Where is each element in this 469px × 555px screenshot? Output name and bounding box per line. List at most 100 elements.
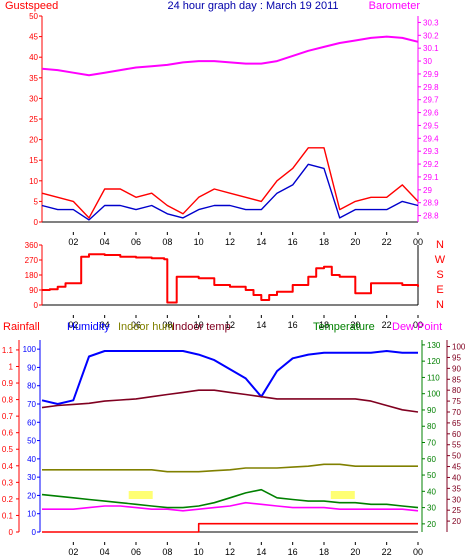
compass-label: S (436, 269, 443, 281)
humidity-tick-label: 10 (27, 510, 36, 519)
baro-axis-tick-label: 29.2 (423, 160, 439, 169)
indoor-temp-axis-tick-label: 95 (452, 353, 461, 362)
daylight-marker (330, 491, 355, 499)
graph-title: 24 hour graph day : March 19 2011 (167, 0, 338, 12)
baro-axis-tick-label: 29.4 (423, 134, 439, 143)
indoor-temp-axis-tick-label: 85 (452, 375, 461, 384)
x-tick-label: 00 (413, 237, 423, 247)
x-tick-label: 20 (350, 237, 360, 247)
gust-series (41, 147, 419, 219)
baro-axis-tick-label: 29.5 (423, 121, 439, 130)
x-tick-label: 02 (68, 547, 78, 555)
x-tick-label: 12 (225, 320, 235, 330)
indoor-temp-axis-tick-label: 65 (452, 419, 461, 428)
chart2-series (42, 253, 419, 304)
dewpoint-label: Dew Point (392, 321, 442, 333)
baro-axis-tick-label: 28.8 (423, 212, 439, 221)
temp-axis-tick-label: 20 (427, 520, 436, 529)
x-tick-label: 02 (68, 320, 78, 330)
rain-tick-label: 0 (9, 528, 14, 537)
humidity-tick-label: 40 (27, 455, 36, 464)
x-tick-label: 06 (131, 547, 141, 555)
temp-axis-tick-label: 100 (427, 390, 441, 399)
rain-series (42, 522, 418, 533)
x-tick-label: 08 (162, 237, 172, 247)
baro-axis-tick-label: 30.2 (423, 31, 439, 40)
wind-series (41, 163, 419, 221)
x-tick-label: 00 (413, 320, 423, 330)
x-tick-label: 04 (100, 320, 110, 330)
humidity-tick-label: 50 (27, 437, 36, 446)
dir-axis-tick-label: 180 (25, 271, 39, 280)
rain-tick-label: 0.6 (2, 429, 14, 438)
daylight-marker (128, 491, 153, 499)
indoor-temp-axis-tick-label: 50 (452, 452, 461, 461)
x-tick-label: 08 (162, 547, 172, 555)
x-tick-label: 18 (319, 547, 329, 555)
x-tick-label: 08 (162, 320, 172, 330)
x-tick-label: 22 (382, 547, 392, 555)
compass-label: N (436, 239, 444, 251)
temp-axis-tick-label: 130 (427, 341, 441, 350)
dir-axis-tick-label: 270 (25, 256, 39, 265)
indoor-temp-axis-tick-label: 45 (452, 463, 461, 472)
baro-axis-tick-label: 29.1 (423, 173, 439, 182)
baro-axis-tick-label: 29 (423, 186, 432, 195)
x-tick-label: 04 (100, 547, 110, 555)
x-tick-label: 18 (319, 237, 329, 247)
indoor-temp-axis-tick-label: 90 (452, 364, 461, 373)
gust-axis-tick-label: 5 (34, 197, 39, 206)
gust-axis-tick-label: 25 (29, 115, 38, 124)
humidity-tick-label: 70 (27, 400, 36, 409)
indoor-temp-axis-tick-label: 75 (452, 397, 461, 406)
temp-axis-tick-label: 40 (427, 487, 436, 496)
x-tick-label: 12 (225, 237, 235, 247)
humidity-tick-label: 80 (27, 382, 36, 391)
humidity-tick-label: 90 (27, 363, 36, 372)
dewpoint-series (42, 501, 419, 512)
baro-axis-tick-label: 30.1 (423, 44, 439, 53)
gust-axis-tick-label: 40 (29, 53, 38, 62)
x-tick-label: 10 (194, 547, 204, 555)
gust-axis-tick-label: 0 (34, 218, 39, 227)
gust-axis-tick-label: 20 (29, 136, 38, 145)
baro-axis-tick-label: 30 (423, 57, 432, 66)
compass-label: E (436, 284, 443, 296)
indoor-temp-axis-tick-label: 100 (452, 343, 466, 352)
temp-axis-tick-label: 50 (427, 471, 436, 480)
humidity-tick-label: 0 (32, 528, 37, 537)
baro-series (41, 35, 419, 77)
x-tick-label: 16 (288, 237, 298, 247)
temp-series (41, 488, 419, 509)
x-tick-label: 14 (256, 547, 266, 555)
gust-axis-tick-label: 35 (29, 74, 38, 83)
baro-axis-tick-label: 29.6 (423, 109, 439, 118)
temp-humidity-chart: Rainfall Humidity Indoor hum Indoor temp… (2, 321, 466, 555)
x-tick-label: 12 (225, 547, 235, 555)
compass-label: N (436, 299, 444, 311)
indoor-temp-axis-tick-label: 55 (452, 441, 461, 450)
indoor-temp-axis-tick-label: 20 (452, 517, 461, 526)
baro-axis-tick-label: 29.8 (423, 83, 439, 92)
rain-tick-label: 0.5 (2, 445, 14, 454)
temp-axis-tick-label: 80 (427, 422, 436, 431)
baro-axis-tick-label: 28.9 (423, 199, 439, 208)
chart1-axes: 0 5 10 15 20 25 30 35 40 45 50 28.8 28.9 29 29.1 29.2 29… (29, 12, 439, 247)
compass-label: W (435, 254, 446, 266)
dir-axis-tick-label: 360 (25, 241, 39, 250)
x-tick-label: 00 (413, 547, 423, 555)
gust-axis-tick-label: 45 (29, 33, 38, 42)
temp-axis-tick-label: 110 (427, 373, 440, 382)
humidity-label: Humidity (67, 321, 110, 333)
rain-label: Rainfall (3, 321, 40, 333)
temp-axis-tick-label: 120 (427, 357, 441, 366)
rain-tick-label: 0.1 (2, 511, 14, 520)
baro-axis-tick-label: 30.3 (423, 18, 439, 27)
baro-axis-tick-label: 29.7 (423, 96, 439, 105)
humidity-tick-label: 60 (27, 418, 36, 427)
baro-axis-tick-label: 29.3 (423, 147, 439, 156)
chart1-series (41, 35, 419, 221)
